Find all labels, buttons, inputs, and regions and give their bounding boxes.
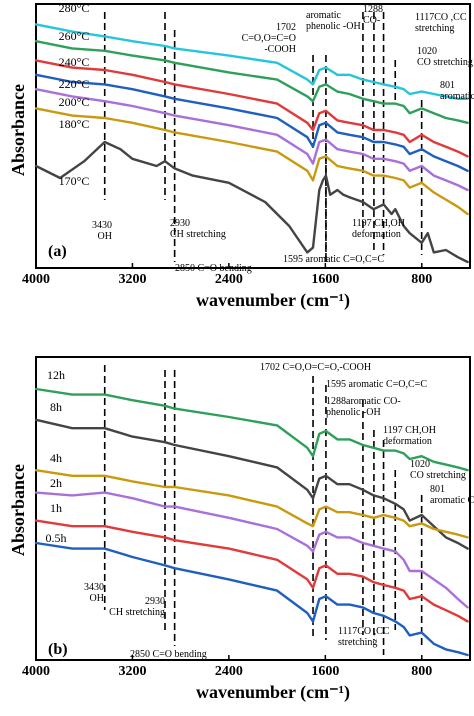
series-label: 4h — [50, 451, 62, 465]
peak-annotation: 1117CO ,CC — [415, 12, 467, 23]
series-line — [34, 59, 469, 158]
peak-annotation: phenolic -OH — [326, 407, 381, 418]
series-line — [34, 107, 469, 216]
peak-annotation: 801 — [440, 80, 455, 91]
peak-annotation: 3430 — [84, 582, 104, 593]
peak-annotation: deformation — [352, 229, 401, 240]
panel-a: 4000 3200 2400 1600 800 wavenumber (cm⁻¹) Abso… — [8, 1, 474, 311]
series-line — [34, 519, 469, 623]
peak-annotation: -COOH — [264, 44, 296, 55]
peak-annotation: 2850 C=O bending — [130, 649, 207, 660]
peak-annotation: 1595 aromatic C=O,C=C — [326, 379, 427, 390]
series-line — [34, 491, 469, 609]
plot-frame — [35, 3, 471, 269]
x-axis-label: wavenumber (cm⁻¹) — [196, 290, 350, 311]
series-label: 200°C — [59, 95, 90, 109]
x-tick-label: 3200 — [118, 664, 146, 679]
peak-annotation: aromatic — [306, 10, 342, 21]
x-axis-label: wavenumber (cm⁻¹) — [196, 682, 350, 703]
peak-annotation: 801 — [430, 484, 445, 495]
peak-annotation: CH stretching — [170, 229, 226, 240]
peak-annotation: aromatic CH — [430, 495, 474, 506]
x-tick-label: 4000 — [22, 664, 50, 679]
peak-annotation: 1020 — [417, 46, 437, 57]
peak-annotation: OH — [98, 231, 112, 242]
peak-annotation: phenolic -OH — [306, 21, 361, 32]
peak-annotation: 2850 C=O bending — [175, 263, 252, 274]
x-tick-label: 800 — [411, 272, 432, 287]
series-label: 220°C — [59, 77, 90, 91]
series-label: 2h — [50, 476, 62, 490]
series-label: 0.5h — [46, 531, 67, 545]
series-line — [34, 23, 469, 100]
peak-annotation: 1702 — [276, 22, 296, 33]
series-line — [34, 541, 469, 657]
x-tick-label: 4000 — [22, 272, 50, 287]
peak-annotation: 1288aromatic CO- — [326, 396, 401, 407]
peak-annotation: aromatic CH — [440, 91, 474, 102]
series-label: 240°C — [59, 55, 90, 69]
x-tick-label: 2400 — [215, 664, 243, 679]
peak-annotation: 1595 aromatic C=O,C=C — [283, 254, 384, 265]
plot-frame — [35, 356, 471, 661]
peak-annotation: CO- — [363, 15, 380, 26]
peak-annotation: 1702 C=O,O=C=O,-COOH — [260, 362, 371, 373]
peak-annotation: 1288 — [363, 4, 383, 15]
x-tick-label: 2400 — [215, 272, 243, 287]
peak-annotation: 1117CO ,CC — [338, 626, 390, 637]
series-label: 180°C — [59, 117, 90, 131]
peak-annotation: deformation — [383, 436, 432, 447]
x-tick-label: 1600 — [311, 664, 339, 679]
peak-annotation: CH stretching — [109, 607, 165, 618]
series-label: 170°C — [59, 174, 90, 188]
peak-annotation: 3430 — [92, 220, 112, 231]
peak-annotation: CO stretching — [417, 57, 473, 68]
peak-annotation: 2930 — [145, 596, 165, 607]
peak-annotation: 2930 — [170, 218, 190, 229]
peak-annotation: stretching — [338, 637, 377, 648]
x-tick-label: 3200 — [118, 272, 146, 287]
peak-annotation: 1197 CH,OH — [383, 425, 436, 436]
x-tick-label: 1600 — [311, 272, 339, 287]
peak-annotation: stretching — [415, 23, 454, 34]
peak-annotation: CO stretching — [410, 470, 466, 481]
series-label: 280°C — [59, 1, 90, 15]
series-line — [34, 73, 469, 172]
series-label: 8h — [50, 400, 62, 414]
panel-label: (b) — [48, 641, 68, 658]
y-axis-label: Absorbance — [8, 464, 28, 556]
series-label: 1h — [50, 501, 62, 515]
y-axis-label: Absorbance — [8, 84, 28, 176]
series-line — [34, 469, 469, 539]
peak-annotation: C=O,O=C=O — [242, 33, 296, 44]
series-line — [34, 88, 469, 192]
series-label: 260°C — [59, 29, 90, 43]
panel-label: (a) — [48, 243, 67, 260]
series-label: 12h — [47, 368, 65, 382]
series-line — [34, 40, 469, 124]
x-tick-label: 800 — [411, 664, 432, 679]
series-line — [34, 140, 469, 264]
peak-annotation: 1020 — [410, 459, 430, 470]
series-line — [34, 418, 469, 550]
peak-annotation: OH — [90, 593, 104, 604]
panel-b: 4000 3200 2400 1600 800 wavenumber (cm⁻¹) Abso… — [8, 356, 474, 703]
peak-annotation: 1197 CH,OH — [352, 218, 405, 229]
series-line — [34, 387, 469, 472]
